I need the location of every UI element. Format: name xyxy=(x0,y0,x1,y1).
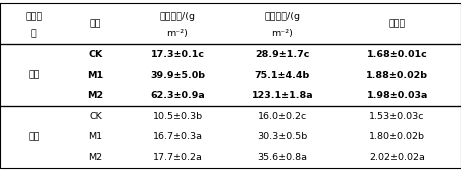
Text: M1: M1 xyxy=(88,71,104,80)
Text: 胁迫程: 胁迫程 xyxy=(25,13,42,22)
Text: 17.3±0.1c: 17.3±0.1c xyxy=(150,50,205,59)
Text: M1: M1 xyxy=(89,132,103,141)
Text: 17.7±0.2a: 17.7±0.2a xyxy=(153,153,202,162)
Text: 地下干重/(g: 地下干重/(g xyxy=(264,12,301,21)
Text: M2: M2 xyxy=(89,153,103,162)
Text: CK: CK xyxy=(89,112,102,121)
Text: CK: CK xyxy=(89,50,103,59)
Text: 10.5±0.3b: 10.5±0.3b xyxy=(153,112,202,121)
Text: 根冠比: 根冠比 xyxy=(389,19,406,28)
Text: 39.9±5.0b: 39.9±5.0b xyxy=(150,71,205,80)
Text: 2.02±0.02a: 2.02±0.02a xyxy=(369,153,425,162)
Text: 1.98±0.03a: 1.98±0.03a xyxy=(366,91,428,100)
Text: 35.6±0.8a: 35.6±0.8a xyxy=(257,153,307,162)
Text: 重度: 重度 xyxy=(28,132,40,141)
Text: 1.53±0.03c: 1.53±0.03c xyxy=(369,112,425,121)
Text: 度: 度 xyxy=(31,30,37,39)
Text: M2: M2 xyxy=(88,91,104,100)
Text: 16.0±0.2c: 16.0±0.2c xyxy=(258,112,307,121)
Text: m⁻²): m⁻²) xyxy=(272,29,293,38)
Text: m⁻²): m⁻²) xyxy=(166,29,189,38)
Text: 1.68±0.01c: 1.68±0.01c xyxy=(367,50,427,59)
Text: 地上干重/(g: 地上干重/(g xyxy=(160,12,195,21)
Text: 62.3±0.9a: 62.3±0.9a xyxy=(150,91,205,100)
Text: 中度: 中度 xyxy=(28,71,40,80)
Text: 1.88±0.02b: 1.88±0.02b xyxy=(366,71,428,80)
Text: 1.80±0.02b: 1.80±0.02b xyxy=(369,132,425,141)
Text: 28.9±1.7c: 28.9±1.7c xyxy=(255,50,309,59)
Text: 123.1±1.8a: 123.1±1.8a xyxy=(252,91,313,100)
Text: 16.7±0.3a: 16.7±0.3a xyxy=(153,132,202,141)
Text: 75.1±4.4b: 75.1±4.4b xyxy=(255,71,310,80)
Text: 处理: 处理 xyxy=(90,19,101,28)
Text: 30.3±0.5b: 30.3±0.5b xyxy=(257,132,307,141)
